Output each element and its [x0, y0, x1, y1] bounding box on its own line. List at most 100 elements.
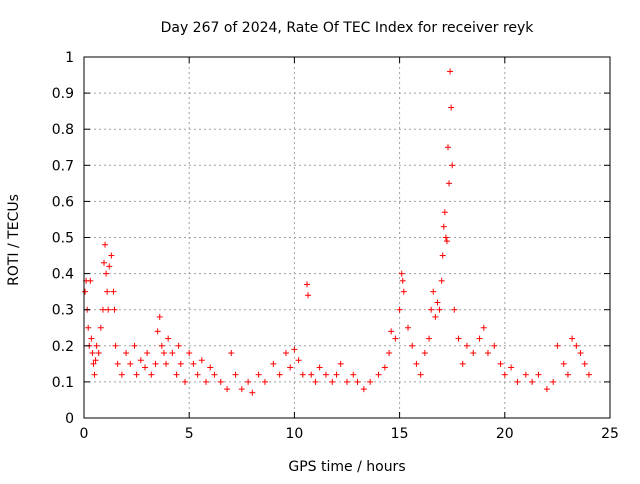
x-tick-label: 5	[185, 426, 194, 442]
data-point	[386, 350, 393, 357]
data-point	[133, 371, 140, 378]
data-point	[203, 378, 210, 385]
data-point	[441, 209, 448, 216]
data-point	[287, 364, 294, 371]
data-point	[508, 364, 515, 371]
data-point	[85, 324, 92, 331]
data-point	[103, 270, 110, 277]
data-point	[111, 306, 118, 313]
data-point	[312, 378, 319, 385]
data-point	[585, 371, 592, 378]
y-tick-label: 0.7	[52, 158, 74, 174]
data-point	[88, 335, 95, 342]
data-point	[144, 350, 151, 357]
data-point	[276, 371, 283, 378]
data-point	[173, 371, 180, 378]
data-point	[102, 241, 109, 248]
data-point	[255, 371, 262, 378]
y-axis-label: ROTI / TECUs	[6, 194, 22, 286]
y-tick-label: 0.9	[52, 86, 74, 102]
data-point	[446, 180, 453, 187]
data-point	[137, 357, 144, 364]
data-point	[375, 371, 382, 378]
data-point	[127, 360, 134, 367]
data-point	[480, 324, 487, 331]
data-point	[89, 350, 96, 357]
data-point	[295, 357, 302, 364]
data-point	[484, 350, 491, 357]
data-point	[270, 360, 277, 367]
data-point	[428, 306, 435, 313]
data-point	[367, 378, 374, 385]
x-tick-label: 15	[391, 426, 409, 442]
data-point	[92, 357, 99, 364]
data-point	[514, 378, 521, 385]
data-point	[163, 360, 170, 367]
data-point	[344, 378, 350, 385]
data-point	[440, 223, 447, 230]
data-point	[470, 350, 477, 357]
data-point	[442, 234, 449, 241]
data-point	[432, 313, 439, 320]
data-point	[160, 350, 167, 357]
y-tick-label: 0.3	[52, 303, 74, 319]
data-point	[316, 364, 323, 371]
data-point	[112, 342, 119, 349]
x-tick-label: 10	[285, 426, 303, 442]
data-point	[123, 350, 130, 357]
data-point	[560, 360, 567, 367]
data-point	[439, 252, 446, 259]
data-point	[142, 364, 149, 371]
data-point	[329, 378, 336, 385]
data-point	[333, 371, 340, 378]
data-point	[224, 386, 231, 393]
data-point	[211, 371, 218, 378]
plot-frame	[83, 56, 611, 419]
data-point	[476, 335, 483, 342]
data-point	[443, 238, 450, 245]
grid	[84, 57, 610, 418]
y-tick-label: 0.8	[52, 122, 74, 138]
ticks: 0 5 10 15 20 25 0 0.1 0.2 0.3 0.4 0.5 0.6 0.7 0.8 0.9 1	[52, 50, 619, 442]
data-point	[181, 378, 188, 385]
x-tick-label: 25	[601, 426, 619, 442]
data-point	[399, 277, 406, 284]
data-point	[448, 104, 455, 111]
data-point	[564, 371, 571, 378]
data-point	[95, 350, 102, 357]
data-points	[82, 68, 592, 396]
data-point	[165, 335, 172, 342]
chart-title: Day 267 of 2024, Rate Of TEC Index for r…	[161, 20, 535, 36]
data-point	[299, 371, 306, 378]
data-point	[198, 357, 205, 364]
data-point	[87, 277, 94, 284]
data-point	[409, 342, 416, 349]
data-point	[190, 360, 197, 367]
data-point	[447, 68, 454, 75]
data-point	[554, 342, 561, 349]
data-point	[322, 371, 329, 378]
data-point	[573, 342, 580, 349]
data-point	[337, 360, 344, 367]
data-point	[154, 328, 161, 335]
data-point	[194, 371, 201, 378]
data-point	[581, 360, 588, 367]
data-point	[455, 335, 462, 342]
x-tick-label: 0	[80, 426, 89, 442]
data-point	[436, 306, 443, 313]
data-point	[449, 162, 456, 169]
data-point	[543, 386, 550, 393]
data-point	[186, 350, 193, 357]
data-point	[430, 288, 437, 295]
data-point	[177, 360, 184, 367]
data-point	[463, 342, 470, 349]
data-point	[90, 360, 97, 367]
data-point	[417, 371, 424, 378]
data-point	[305, 292, 312, 299]
data-point	[400, 288, 407, 295]
data-point	[131, 342, 138, 349]
data-point	[421, 350, 428, 357]
data-point	[106, 263, 113, 270]
